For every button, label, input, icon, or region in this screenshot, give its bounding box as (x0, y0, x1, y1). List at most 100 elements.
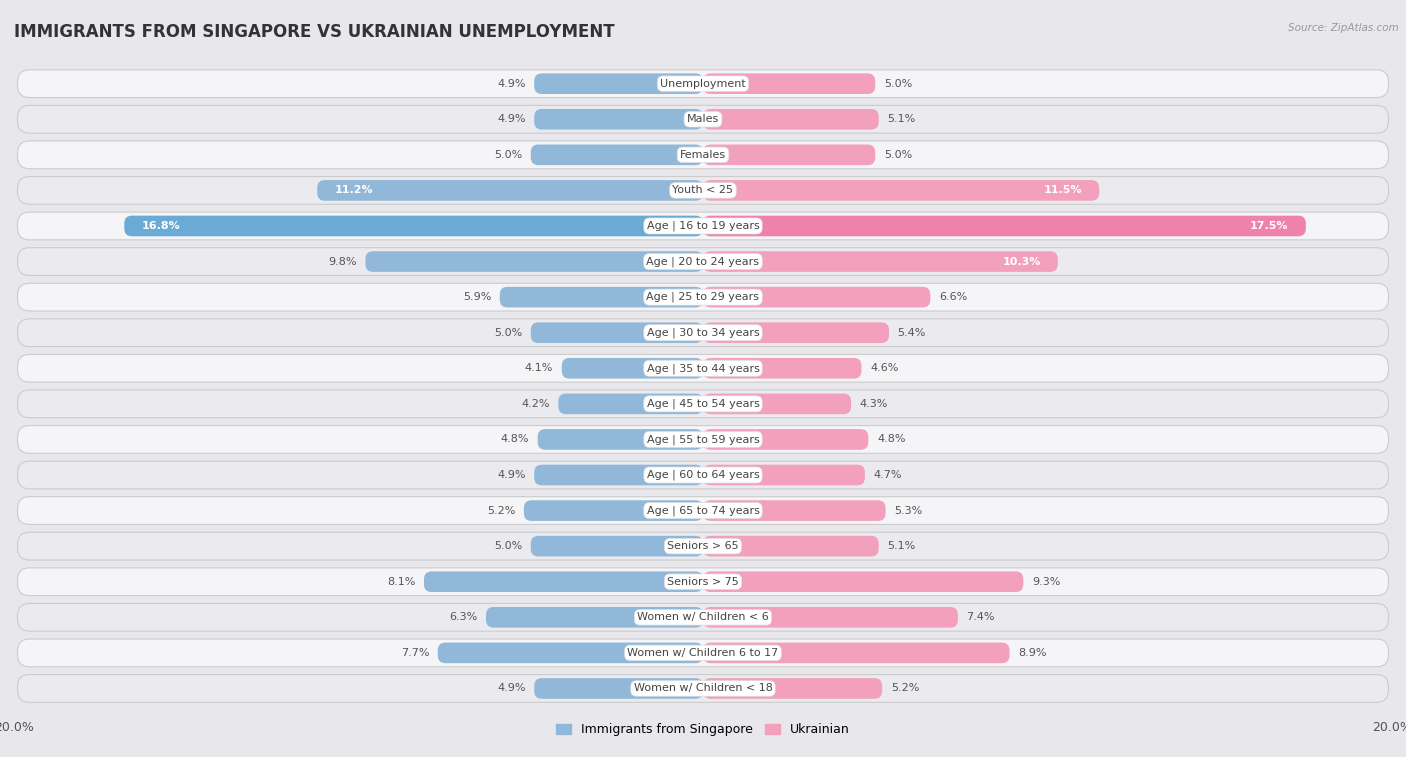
FancyBboxPatch shape (318, 180, 703, 201)
Text: 4.9%: 4.9% (498, 114, 526, 124)
Text: 7.7%: 7.7% (401, 648, 429, 658)
Text: Seniors > 75: Seniors > 75 (666, 577, 740, 587)
FancyBboxPatch shape (703, 429, 869, 450)
FancyBboxPatch shape (703, 536, 879, 556)
Text: 11.5%: 11.5% (1043, 185, 1083, 195)
Text: 6.6%: 6.6% (939, 292, 967, 302)
FancyBboxPatch shape (17, 319, 1389, 347)
FancyBboxPatch shape (703, 643, 1010, 663)
FancyBboxPatch shape (17, 354, 1389, 382)
Text: Age | 20 to 24 years: Age | 20 to 24 years (647, 257, 759, 266)
FancyBboxPatch shape (534, 73, 703, 94)
FancyBboxPatch shape (486, 607, 703, 628)
FancyBboxPatch shape (17, 532, 1389, 560)
Text: 4.2%: 4.2% (522, 399, 550, 409)
Text: Age | 65 to 74 years: Age | 65 to 74 years (647, 506, 759, 516)
Text: 4.7%: 4.7% (873, 470, 903, 480)
Text: 5.3%: 5.3% (894, 506, 922, 516)
FancyBboxPatch shape (534, 678, 703, 699)
FancyBboxPatch shape (17, 639, 1389, 667)
Text: 5.9%: 5.9% (463, 292, 491, 302)
Text: 10.3%: 10.3% (1002, 257, 1040, 266)
FancyBboxPatch shape (703, 251, 1057, 272)
Text: 5.0%: 5.0% (884, 79, 912, 89)
FancyBboxPatch shape (531, 322, 703, 343)
Text: 4.8%: 4.8% (877, 435, 905, 444)
Text: Source: ZipAtlas.com: Source: ZipAtlas.com (1288, 23, 1399, 33)
FancyBboxPatch shape (531, 145, 703, 165)
Text: 9.3%: 9.3% (1032, 577, 1060, 587)
Text: 4.3%: 4.3% (859, 399, 889, 409)
Text: 5.0%: 5.0% (494, 150, 522, 160)
FancyBboxPatch shape (703, 73, 875, 94)
FancyBboxPatch shape (562, 358, 703, 378)
FancyBboxPatch shape (17, 105, 1389, 133)
Text: 8.1%: 8.1% (387, 577, 415, 587)
Text: Age | 45 to 54 years: Age | 45 to 54 years (647, 399, 759, 409)
Text: 16.8%: 16.8% (142, 221, 180, 231)
FancyBboxPatch shape (366, 251, 703, 272)
Text: 5.2%: 5.2% (486, 506, 515, 516)
FancyBboxPatch shape (703, 678, 882, 699)
Text: 4.9%: 4.9% (498, 79, 526, 89)
FancyBboxPatch shape (703, 394, 851, 414)
Text: Age | 25 to 29 years: Age | 25 to 29 years (647, 292, 759, 302)
Text: 5.0%: 5.0% (494, 541, 522, 551)
Text: Unemployment: Unemployment (661, 79, 745, 89)
FancyBboxPatch shape (17, 141, 1389, 169)
FancyBboxPatch shape (703, 180, 1099, 201)
FancyBboxPatch shape (425, 572, 703, 592)
FancyBboxPatch shape (703, 358, 862, 378)
Legend: Immigrants from Singapore, Ukrainian: Immigrants from Singapore, Ukrainian (551, 718, 855, 741)
FancyBboxPatch shape (437, 643, 703, 663)
Text: Age | 30 to 34 years: Age | 30 to 34 years (647, 328, 759, 338)
FancyBboxPatch shape (499, 287, 703, 307)
Text: IMMIGRANTS FROM SINGAPORE VS UKRAINIAN UNEMPLOYMENT: IMMIGRANTS FROM SINGAPORE VS UKRAINIAN U… (14, 23, 614, 41)
Text: Age | 60 to 64 years: Age | 60 to 64 years (647, 470, 759, 480)
FancyBboxPatch shape (703, 607, 957, 628)
FancyBboxPatch shape (703, 145, 875, 165)
Text: 4.9%: 4.9% (498, 684, 526, 693)
FancyBboxPatch shape (17, 568, 1389, 596)
FancyBboxPatch shape (17, 283, 1389, 311)
FancyBboxPatch shape (17, 248, 1389, 276)
Text: 8.9%: 8.9% (1018, 648, 1046, 658)
Text: Age | 35 to 44 years: Age | 35 to 44 years (647, 363, 759, 373)
Text: 17.5%: 17.5% (1250, 221, 1289, 231)
Text: 5.1%: 5.1% (887, 541, 915, 551)
FancyBboxPatch shape (703, 287, 931, 307)
FancyBboxPatch shape (17, 603, 1389, 631)
FancyBboxPatch shape (524, 500, 703, 521)
FancyBboxPatch shape (17, 212, 1389, 240)
FancyBboxPatch shape (703, 109, 879, 129)
Text: 5.2%: 5.2% (891, 684, 920, 693)
FancyBboxPatch shape (17, 497, 1389, 525)
FancyBboxPatch shape (17, 425, 1389, 453)
FancyBboxPatch shape (534, 109, 703, 129)
Text: 5.4%: 5.4% (897, 328, 927, 338)
Text: Age | 16 to 19 years: Age | 16 to 19 years (647, 221, 759, 231)
Text: 5.0%: 5.0% (884, 150, 912, 160)
Text: Women w/ Children < 6: Women w/ Children < 6 (637, 612, 769, 622)
Text: Seniors > 65: Seniors > 65 (668, 541, 738, 551)
Text: 4.6%: 4.6% (870, 363, 898, 373)
Text: Females: Females (681, 150, 725, 160)
FancyBboxPatch shape (703, 216, 1306, 236)
FancyBboxPatch shape (531, 536, 703, 556)
FancyBboxPatch shape (124, 216, 703, 236)
Text: Age | 55 to 59 years: Age | 55 to 59 years (647, 435, 759, 444)
FancyBboxPatch shape (17, 70, 1389, 98)
Text: 4.8%: 4.8% (501, 435, 529, 444)
Text: 4.1%: 4.1% (524, 363, 553, 373)
FancyBboxPatch shape (534, 465, 703, 485)
Text: 5.1%: 5.1% (887, 114, 915, 124)
FancyBboxPatch shape (703, 572, 1024, 592)
Text: 4.9%: 4.9% (498, 470, 526, 480)
Text: Males: Males (688, 114, 718, 124)
FancyBboxPatch shape (17, 461, 1389, 489)
FancyBboxPatch shape (703, 465, 865, 485)
FancyBboxPatch shape (17, 674, 1389, 702)
Text: 5.0%: 5.0% (494, 328, 522, 338)
FancyBboxPatch shape (558, 394, 703, 414)
Text: Women w/ Children 6 to 17: Women w/ Children 6 to 17 (627, 648, 779, 658)
